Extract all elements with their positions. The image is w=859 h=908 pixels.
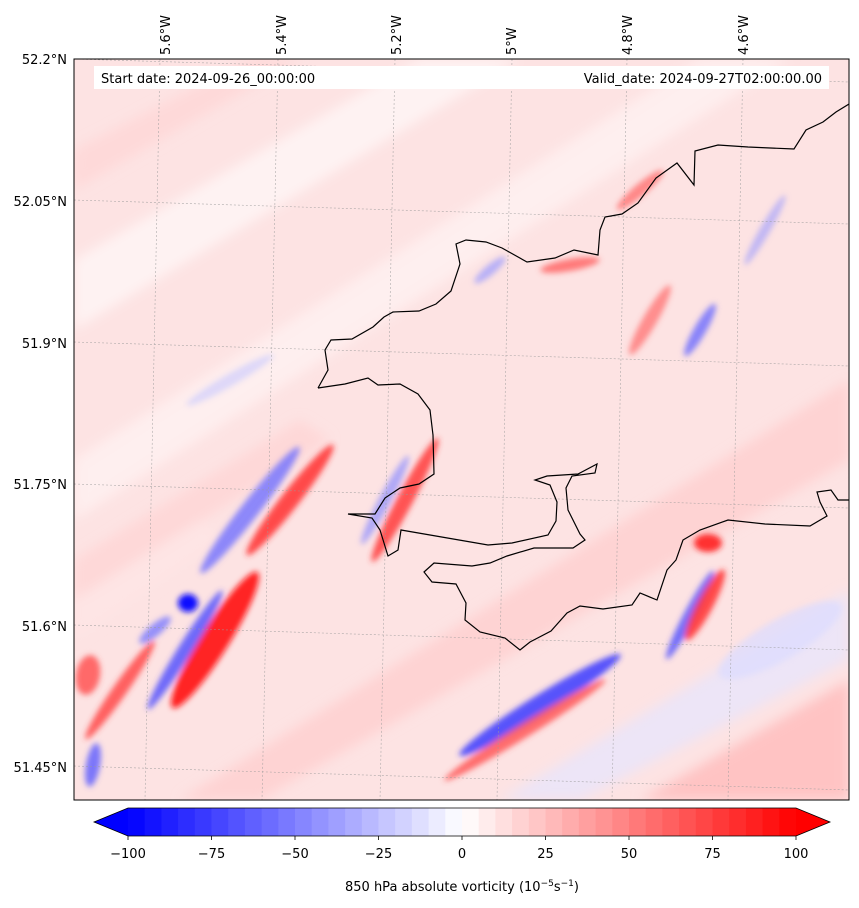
colorbar-extend-low [94, 808, 128, 836]
lon-label: 5.6°W [159, 15, 174, 55]
coastline [317, 103, 849, 651]
colorbar-cell [729, 808, 747, 836]
colorbar-cell [194, 808, 213, 836]
colorbar-cell [378, 808, 396, 836]
colorbar-tick-label: −100 [110, 847, 146, 862]
colorbar-cell [478, 808, 496, 836]
colorbar-cell [428, 808, 446, 836]
colorbar-cell [679, 808, 697, 836]
colorbar-cell [411, 808, 430, 836]
colorbar-tick-label: 25 [537, 847, 554, 862]
colorbar-title: 850 hPa absolute vorticity (10−5s−1) [345, 879, 579, 895]
colorbar-cell [211, 808, 229, 836]
lon-label: 4.6°W [737, 15, 752, 55]
map-panel: Start date: 2024-09-26_00:00:00 Valid_da… [14, 15, 850, 801]
colorbar-cell [695, 808, 714, 836]
lat-label: 52.2°N [22, 53, 67, 68]
colorbar-cell [311, 808, 329, 836]
coastline-north [317, 103, 849, 389]
map-gridlines [74, 59, 849, 800]
colorbar-cell [144, 808, 162, 836]
colorbar-cell [512, 808, 530, 836]
colorbar-cell [178, 808, 196, 836]
colorbar-cell [361, 808, 380, 836]
lon-label: 4.8°W [621, 15, 636, 55]
colorbar-cell [278, 808, 296, 836]
lon-label: 5.2°W [390, 15, 405, 55]
colorbar-tick-label: 0 [458, 847, 466, 862]
colorbar-cells [128, 808, 797, 836]
colorbar-cell [445, 808, 463, 836]
colorbar-cell [462, 808, 480, 836]
colorbar-cell [645, 808, 663, 836]
colorbar-cell [161, 808, 179, 836]
longitude-labels: 5.6°W 5.4°W 5.2°W 5°W 4.8°W 4.6°W [159, 15, 752, 55]
colorbar-extend-high [796, 808, 830, 836]
colorbar-cell [261, 808, 279, 836]
colorbar-cell [328, 808, 346, 836]
latitude-labels: 52.2°N 52.05°N 51.9°N 51.75°N 51.6°N 51.… [14, 53, 67, 776]
lon-label: 5°W [505, 27, 520, 55]
coastline-west-peninsula [317, 377, 849, 651]
lon-label: 5.4°W [275, 15, 290, 55]
vorticity-field [74, 59, 849, 800]
colorbar-cell [395, 808, 413, 836]
colorbar-cell [629, 808, 647, 836]
colorbar-cell [762, 808, 780, 836]
colorbar-ticks: −100 −75 −50 −25 0 25 50 75 100 [110, 836, 808, 862]
colorbar-cell [345, 808, 363, 836]
lat-label: 52.05°N [14, 195, 67, 210]
colorbar-cell [228, 808, 246, 836]
colorbar-cell [545, 808, 563, 836]
lat-label: 51.45°N [14, 761, 67, 776]
colorbar-cell [745, 808, 764, 836]
vorticity-background-streaks [74, 59, 849, 800]
map-frame [73, 58, 850, 801]
vorticity-bands [75, 170, 842, 787]
lat-label: 51.6°N [22, 620, 67, 635]
colorbar-cell [662, 808, 680, 836]
colorbar-tick-label: −25 [365, 847, 392, 862]
colorbar-cell [495, 808, 513, 836]
lat-label: 51.75°N [14, 478, 67, 493]
colorbar-cell [712, 808, 730, 836]
colorbar-tick-label: 100 [784, 847, 809, 862]
colorbar-cell [528, 808, 547, 836]
colorbar-cell [295, 808, 313, 836]
colorbar: −100 −75 −50 −25 0 25 50 75 100 850 hPa … [92, 807, 832, 895]
colorbar-tick-label: −75 [198, 847, 225, 862]
colorbar-cell [578, 808, 597, 836]
colorbar-cell [612, 808, 630, 836]
colorbar-cell [562, 808, 580, 836]
colorbar-tick-label: 75 [704, 847, 721, 862]
start-date-label: Start date: 2024-09-26_00:00:00 [101, 72, 315, 87]
colorbar-cell [779, 808, 797, 836]
colorbar-tick-label: −50 [281, 847, 308, 862]
lat-label: 51.9°N [22, 337, 67, 352]
info-label-background [94, 66, 829, 89]
colorbar-cell [244, 808, 263, 836]
valid-date-label: Valid_date: 2024-09-27T02:00:00.00 [584, 72, 822, 87]
colorbar-cell [128, 808, 146, 836]
colorbar-cell [595, 808, 613, 836]
colorbar-tick-label: 50 [621, 847, 638, 862]
